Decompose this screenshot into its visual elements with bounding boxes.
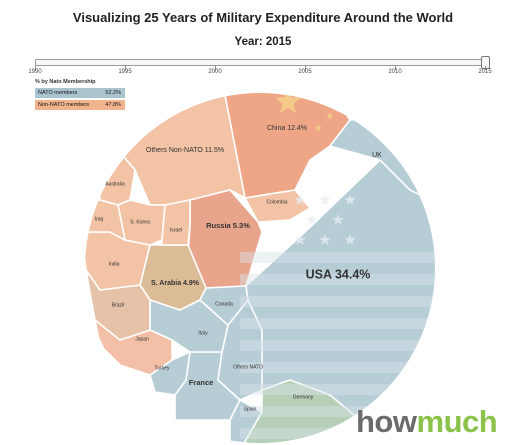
cell-label-uk: UK bbox=[372, 152, 382, 159]
chart-title: Visualizing 25 Years of Military Expendi… bbox=[72, 10, 454, 25]
cell-label-israel: Israel bbox=[170, 227, 182, 233]
cell-label-australia: Australia bbox=[105, 181, 125, 187]
flag-stripe bbox=[240, 406, 435, 417]
flag-star-icon bbox=[324, 96, 332, 104]
flag-star-icon bbox=[314, 124, 322, 132]
cell-label-colombia: Colombia bbox=[266, 199, 287, 205]
flag-stripe bbox=[240, 296, 435, 307]
cell-label-usa: USA 34.4% bbox=[306, 267, 371, 281]
year-slider[interactable]: 1990 1995 2000 2005 2010 2015 bbox=[28, 56, 492, 81]
legend-item-nato[interactable]: NATO members 52.2% bbox=[35, 88, 125, 98]
flag-star-icon bbox=[319, 194, 331, 205]
legend: % by Nato Membership NATO members 52.2% … bbox=[35, 79, 125, 112]
cell-label-s-korea: S. Korea bbox=[130, 219, 150, 225]
flag-star-icon bbox=[274, 93, 302, 114]
flag-star-icon bbox=[294, 194, 306, 205]
slider-track[interactable] bbox=[35, 59, 485, 66]
flag-star-icon bbox=[332, 214, 344, 225]
cell-label-china: China 12.4% bbox=[267, 125, 307, 132]
legend-pct: 47.8% bbox=[105, 102, 121, 108]
flag-stripe bbox=[240, 362, 435, 373]
flag-star-icon bbox=[326, 112, 334, 120]
flag-star-icon bbox=[306, 214, 318, 225]
slider-tick-label: 2015 bbox=[478, 69, 492, 75]
slider-tick bbox=[395, 66, 396, 70]
cell-label-s-arabia: S. Arabia 4.9% bbox=[151, 280, 200, 287]
legend-title: % by Nato Membership bbox=[35, 79, 96, 85]
slider-tick bbox=[485, 66, 486, 70]
legend-item-non-nato[interactable]: Non-NATO members 47.8% bbox=[35, 100, 125, 110]
cell-others-non-nato[interactable] bbox=[117, 80, 247, 206]
slider-tick-label: 1995 bbox=[118, 69, 132, 75]
slider-tick bbox=[35, 66, 36, 70]
cell-label-brazil: Brazil bbox=[112, 302, 125, 308]
flag-star-icon bbox=[344, 234, 356, 245]
cell-label-spain: Spain bbox=[244, 406, 257, 412]
flag-stripe bbox=[240, 384, 435, 395]
legend-label: NATO members bbox=[38, 90, 78, 96]
cell-colombia[interactable] bbox=[243, 189, 312, 223]
slider-tick-label: 1990 bbox=[28, 69, 42, 75]
cell-label-others-non-nato: Others Non-NATO 11.5% bbox=[146, 147, 224, 154]
flag-star-icon bbox=[344, 194, 356, 205]
cell-label-russia: Russia 5.3% bbox=[206, 221, 250, 230]
legend-pct: 52.2% bbox=[105, 90, 121, 96]
howmuch-logo: howmuch bbox=[356, 404, 498, 439]
cell-israel[interactable] bbox=[161, 199, 191, 246]
slider-tick bbox=[305, 66, 306, 70]
slider-tick-label: 2005 bbox=[298, 69, 312, 75]
flag-star-icon bbox=[294, 234, 306, 245]
slider-tick bbox=[125, 66, 126, 70]
cell-canada[interactable] bbox=[199, 285, 249, 327]
legend-label: Non-NATO members bbox=[38, 102, 90, 108]
flag-star-icon bbox=[319, 234, 331, 245]
cell-spain[interactable] bbox=[229, 398, 264, 445]
flag-stripe bbox=[240, 274, 435, 285]
cell-label-turkey: Turkey bbox=[154, 365, 170, 371]
flag-stripe bbox=[240, 252, 435, 263]
slider-tick-label: 2000 bbox=[208, 69, 222, 75]
flag-stripe bbox=[240, 318, 435, 329]
cell-label-iraq: Iraq bbox=[95, 216, 104, 222]
cell-label-germany: Germany bbox=[293, 394, 314, 400]
cell-label-others-nato: Others NATO bbox=[233, 364, 263, 370]
cell-label-italy: Italy bbox=[198, 330, 208, 336]
cell-label-india: India bbox=[109, 261, 120, 267]
flag-stripe bbox=[240, 340, 435, 351]
slider-tick-label: 2010 bbox=[388, 69, 402, 75]
cell-label-france: France bbox=[189, 378, 214, 387]
flag-star-icon bbox=[311, 84, 319, 91]
cell-label-canada: Canada bbox=[215, 301, 233, 307]
cell-label-japan: Japan bbox=[135, 336, 149, 342]
slider-tick bbox=[215, 66, 216, 70]
year-label: Year: 2015 bbox=[234, 36, 292, 48]
